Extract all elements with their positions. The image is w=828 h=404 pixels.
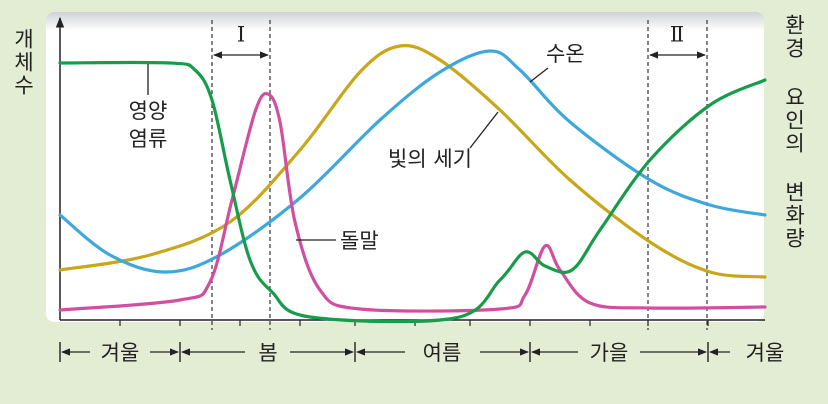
curve-label: 수온 [546, 42, 585, 66]
period-label: Ⅱ [670, 23, 684, 47]
leader-line [469, 111, 499, 149]
season-label: 겨울 [746, 341, 785, 365]
curve-label: 영양 [129, 99, 168, 123]
y2-axis-label: 환경 요인의 변화량 [782, 14, 806, 250]
leader-line [529, 67, 549, 83]
season-label: 가을 [590, 341, 629, 365]
season-label: 겨울 [101, 341, 140, 365]
season-label: 여름 [423, 341, 462, 365]
curve [58, 49, 767, 274]
season-dividers [59, 342, 709, 362]
curve-label: 돌말 [340, 229, 379, 253]
curve [58, 60, 767, 324]
period-label: Ⅰ [237, 23, 245, 47]
curve [58, 91, 767, 313]
curve-label: 염류 [129, 127, 168, 151]
season-label: 봄 [258, 341, 277, 365]
curve-label: 빛의 세기 [388, 147, 472, 171]
curve [58, 43, 767, 279]
plot-panel [46, 12, 764, 322]
y-axis-label: 개체수 [11, 28, 35, 97]
